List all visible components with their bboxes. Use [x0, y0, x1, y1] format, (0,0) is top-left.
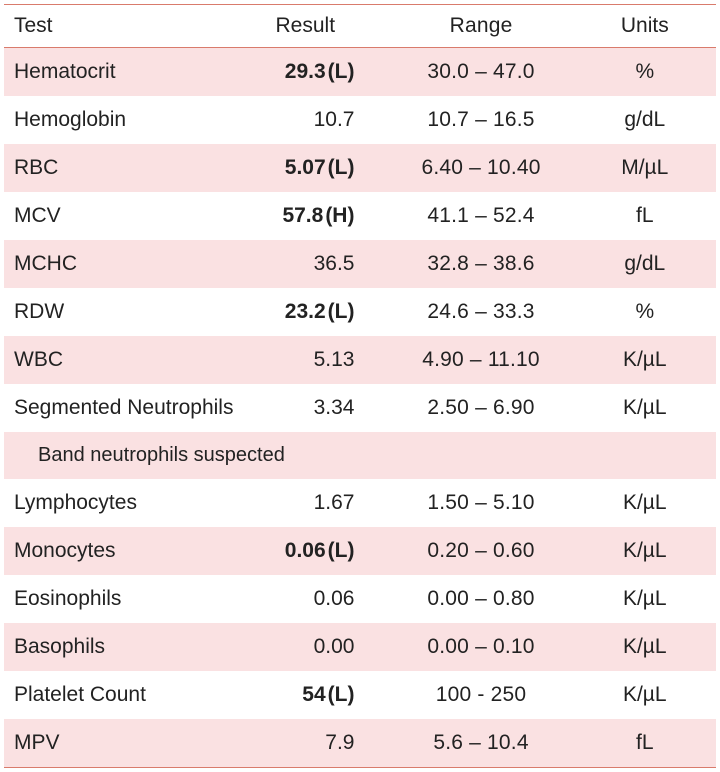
table-row: Monocytes0.06(L)0.20 – 0.60K/µL: [4, 527, 716, 575]
result-value: 3.34: [314, 396, 355, 419]
range-cell: 0.00 – 0.10: [388, 623, 573, 671]
table-row: Hemoglobin 10.7 10.7 – 16.5g/dL: [4, 96, 716, 144]
col-header-units: Units: [574, 5, 716, 48]
table-row: Platelet Count54(L)100 - 250K/µL: [4, 671, 716, 719]
table-row: RDW23.2(L)24.6 – 33.3%: [4, 288, 716, 336]
range-cell: 100 - 250: [388, 671, 573, 719]
test-name-cell: RBC: [4, 144, 246, 192]
result-value: 0.06: [314, 587, 355, 610]
units-cell: K/µL: [574, 384, 716, 432]
result-value: 0.00: [314, 635, 355, 658]
units-cell: M/µL: [574, 144, 716, 192]
range-cell: 4.90 – 11.10: [388, 336, 573, 384]
col-header-result: Result: [246, 5, 388, 48]
result-cell: 0.06(L): [246, 527, 388, 575]
result-flag: (L): [326, 60, 355, 84]
result-flag: (L): [326, 300, 355, 324]
col-header-range: Range: [388, 5, 573, 48]
units-cell: K/µL: [574, 527, 716, 575]
result-flag: (L): [326, 156, 355, 180]
result-cell: 0.00: [246, 623, 388, 671]
units-cell: fL: [574, 192, 716, 240]
result-value: 57.8: [282, 204, 323, 227]
units-cell: %: [574, 288, 716, 336]
test-name-cell: Monocytes: [4, 527, 246, 575]
result-cell: 7.9: [246, 719, 388, 768]
result-value: 5.07: [285, 156, 326, 179]
units-cell: K/µL: [574, 671, 716, 719]
result-value: 7.9: [325, 731, 354, 754]
range-cell: 10.7 – 16.5: [388, 96, 573, 144]
result-value: 0.06: [285, 539, 326, 562]
note-cell: Band neutrophils suspected: [4, 432, 716, 479]
test-name-cell: RDW: [4, 288, 246, 336]
range-cell: 24.6 – 33.3: [388, 288, 573, 336]
result-value: 10.7: [314, 108, 355, 131]
test-name-cell: Eosinophils: [4, 575, 246, 623]
result-value: 5.13: [314, 348, 355, 371]
range-cell: 32.8 – 38.6: [388, 240, 573, 288]
result-flag: (L): [326, 539, 355, 563]
test-name-cell: MPV: [4, 719, 246, 768]
result-cell: 10.7: [246, 96, 388, 144]
result-cell: 23.2(L): [246, 288, 388, 336]
result-value: 54: [302, 683, 325, 706]
range-cell: 2.50 – 6.90: [388, 384, 573, 432]
result-cell: 36.5: [246, 240, 388, 288]
range-cell: 30.0 – 47.0: [388, 48, 573, 97]
range-cell: 0.00 – 0.80: [388, 575, 573, 623]
table-row: Basophils 0.00 0.00 – 0.10K/µL: [4, 623, 716, 671]
test-name-cell: Hemoglobin: [4, 96, 246, 144]
result-cell: 5.07(L): [246, 144, 388, 192]
result-cell: 3.34: [246, 384, 388, 432]
table-row: RBC5.07(L)6.40 – 10.40M/µL: [4, 144, 716, 192]
test-name-cell: Hematocrit: [4, 48, 246, 97]
table-header: Test Result Range Units: [4, 5, 716, 48]
table-row: MCV57.8(H)41.1 – 52.4fL: [4, 192, 716, 240]
units-cell: g/dL: [574, 240, 716, 288]
result-cell: 54(L): [246, 671, 388, 719]
table-row: WBC 5.13 4.90 – 11.10K/µL: [4, 336, 716, 384]
units-cell: g/dL: [574, 96, 716, 144]
test-name-cell: Basophils: [4, 623, 246, 671]
table-row: Eosinophils 0.06 0.00 – 0.80K/µL: [4, 575, 716, 623]
range-cell: 41.1 – 52.4: [388, 192, 573, 240]
table-row: MCHC 36.5 32.8 – 38.6g/dL: [4, 240, 716, 288]
lab-results-table: Test Result Range Units Hematocrit29.3(L…: [4, 4, 716, 768]
result-value: 23.2: [285, 300, 326, 323]
units-cell: %: [574, 48, 716, 97]
units-cell: K/µL: [574, 623, 716, 671]
units-cell: K/µL: [574, 575, 716, 623]
result-flag: (H): [323, 204, 354, 228]
units-cell: K/µL: [574, 336, 716, 384]
result-cell: 0.06: [246, 575, 388, 623]
test-name-cell: WBC: [4, 336, 246, 384]
table-row: Lymphocytes 1.67 1.50 – 5.10K/µL: [4, 479, 716, 527]
table-body: Hematocrit29.3(L)30.0 – 47.0%Hemoglobin1…: [4, 48, 716, 768]
units-cell: K/µL: [574, 479, 716, 527]
units-cell: fL: [574, 719, 716, 768]
test-name-cell: Platelet Count: [4, 671, 246, 719]
table-row: Band neutrophils suspected: [4, 432, 716, 479]
range-cell: 6.40 – 10.40: [388, 144, 573, 192]
range-cell: 5.6 – 10.4: [388, 719, 573, 768]
result-value: 36.5: [314, 252, 355, 275]
range-cell: 1.50 – 5.10: [388, 479, 573, 527]
table-row: Segmented Neutrophils 3.34 2.50 – 6.90K/µL: [4, 384, 716, 432]
result-value: 29.3: [285, 60, 326, 83]
col-header-test: Test: [4, 5, 246, 48]
result-cell: 29.3(L): [246, 48, 388, 97]
result-cell: 1.67: [246, 479, 388, 527]
result-cell: 57.8(H): [246, 192, 388, 240]
result-value: 1.67: [314, 491, 355, 514]
range-cell: 0.20 – 0.60: [388, 527, 573, 575]
test-name-cell: MCHC: [4, 240, 246, 288]
test-name-cell: MCV: [4, 192, 246, 240]
table-row: Hematocrit29.3(L)30.0 – 47.0%: [4, 48, 716, 97]
result-flag: (L): [326, 683, 355, 707]
test-name-cell: Lymphocytes: [4, 479, 246, 527]
test-name-cell: Segmented Neutrophils: [4, 384, 246, 432]
table-row: MPV 7.9 5.6 – 10.4fL: [4, 719, 716, 768]
result-cell: 5.13: [246, 336, 388, 384]
